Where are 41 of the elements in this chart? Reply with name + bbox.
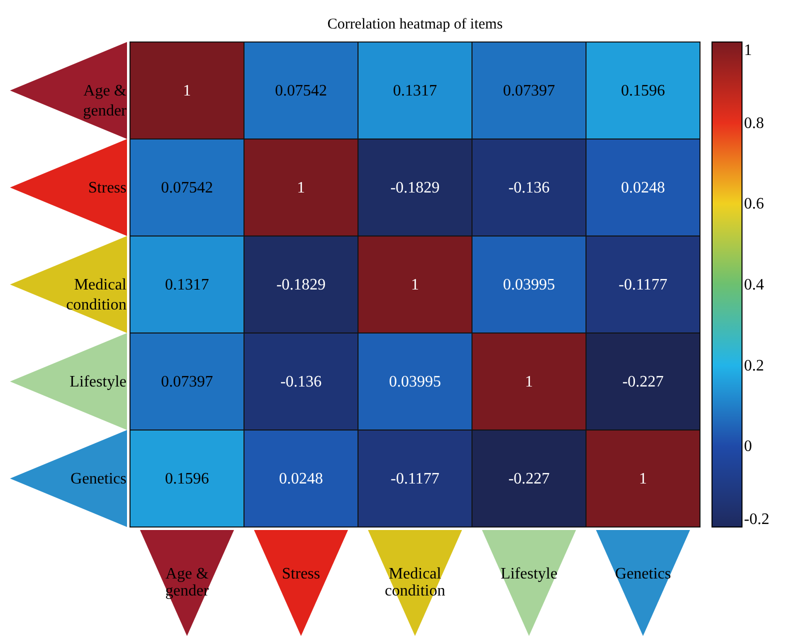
data-label: 1	[297, 180, 305, 196]
color-bar-label: 0	[744, 438, 752, 456]
color-bar-label: 0.6	[744, 196, 764, 213]
y-tick-label: Age & gender	[82, 82, 128, 120]
color-bar-label: 0.8	[744, 114, 764, 132]
data-label: -0.227	[622, 374, 664, 390]
y-tick-label: Genetics	[70, 470, 126, 488]
data-label: -0.227	[508, 470, 550, 488]
data-label: 0.07542	[275, 82, 327, 100]
color-bar-label: 0.4	[744, 276, 764, 294]
x-tick-label: Lifestyle	[500, 566, 558, 582]
data-label: 0.03995	[503, 276, 555, 294]
data-label: 0.07397	[503, 82, 555, 100]
data-label: 0.1596	[621, 82, 665, 100]
data-label: 1	[525, 374, 533, 390]
data-label: -0.1829	[390, 180, 440, 196]
data-label: 0.0248	[621, 180, 665, 196]
data-label: 0.07397	[161, 374, 213, 390]
color-bar-label: 0.2	[744, 357, 764, 374]
color-bar-label: -0.2	[744, 511, 770, 528]
data-label: -0.1177	[618, 276, 668, 294]
data-label: -0.1829	[276, 276, 326, 294]
data-label: 0.07542	[161, 180, 213, 196]
y-tick-label: Stress	[88, 180, 126, 196]
data-label: -0.136	[280, 374, 322, 390]
data-label: 0.1317	[165, 276, 209, 294]
x-tick-label: Stress	[282, 566, 320, 582]
x-tick-label: Genetics	[615, 566, 671, 582]
y-tick-label: Lifestyle	[70, 374, 126, 390]
data-label: 1	[411, 276, 419, 294]
data-label: -0.1177	[390, 470, 440, 488]
color-bar-label: 1	[744, 42, 752, 59]
data-label: 0.1596	[165, 470, 209, 488]
data-label: 0.1317	[393, 82, 437, 100]
data-label: -0.136	[508, 180, 550, 196]
data-label: 1	[183, 82, 191, 100]
data-label: 0.0248	[279, 470, 323, 488]
chart-title: Correlation heatmap of items	[327, 16, 503, 32]
data-label: 0.03995	[389, 374, 441, 390]
y-tick-label: Medical condition	[66, 276, 128, 314]
data-label: 1	[639, 470, 647, 488]
